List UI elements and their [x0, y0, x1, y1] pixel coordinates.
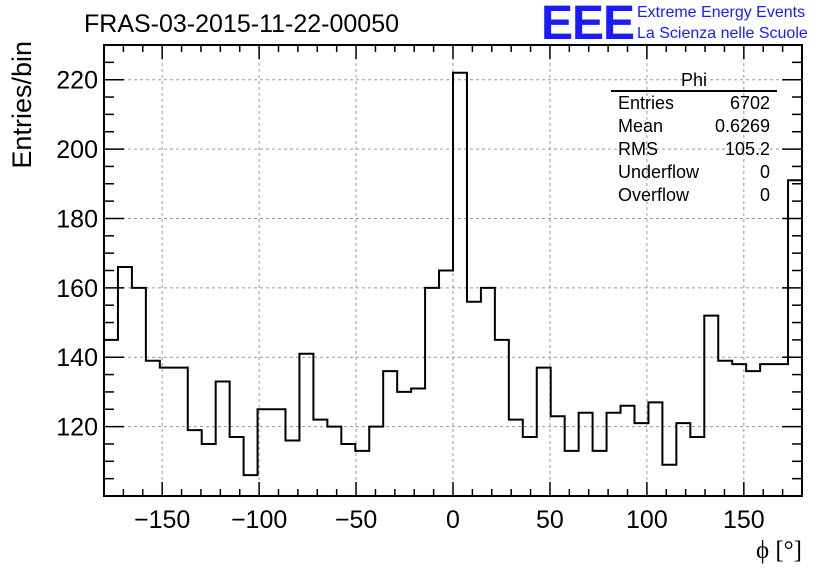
histogram-bin — [495, 340, 509, 496]
x-tick-label: −50 — [335, 506, 377, 534]
stats-row-underflow: Underflow 0 — [611, 161, 777, 184]
stats-label: Entries — [618, 93, 675, 113]
eee-logo-mark: EEE — [541, 0, 635, 50]
histogram-bin — [341, 444, 355, 496]
histogram-bin — [593, 451, 607, 496]
stats-value: 0 — [759, 162, 770, 182]
histogram-bin — [174, 368, 188, 496]
histogram-bin — [244, 475, 258, 496]
histogram-bin — [760, 364, 774, 496]
stats-row-overflow: Overflow 0 — [611, 184, 777, 207]
chart-title: FRAS-03-2015-11-22-00050 — [84, 10, 400, 38]
stats-value: 6702 — [729, 93, 770, 113]
stats-value: 105.2 — [724, 139, 770, 159]
y-tick-label: 120 — [56, 414, 98, 442]
histogram-bin — [523, 437, 537, 496]
y-tick-label: 140 — [56, 344, 98, 372]
histogram-bin — [216, 382, 230, 496]
histogram-bin — [453, 73, 467, 496]
histogram-bin — [313, 420, 327, 496]
histogram-bin — [481, 288, 495, 496]
histogram-bin — [788, 180, 802, 496]
histogram-series — [103, 71, 803, 496]
stats-label: Mean — [618, 116, 664, 136]
stats-row-entries: Entries 6702 — [611, 92, 777, 115]
x-tick-label: −100 — [231, 506, 287, 534]
histogram-bin — [537, 368, 551, 496]
histogram-bin — [579, 413, 593, 496]
histogram-bin — [327, 427, 341, 496]
histogram-bin — [732, 364, 746, 496]
y-tick-label: 160 — [56, 275, 98, 303]
x-axis-label: ϕ [°] — [756, 537, 802, 564]
x-tick-label: 100 — [626, 506, 668, 534]
y-tick-label: 220 — [56, 67, 98, 95]
histogram-bin — [104, 340, 118, 496]
histogram-bin — [551, 416, 565, 496]
histogram-bin — [146, 361, 160, 496]
stats-box: Phi Entries 6702 Mean 0.6269 RMS 105.2 U… — [611, 70, 777, 207]
y-tick-label: 180 — [56, 205, 98, 233]
histogram-bin — [648, 402, 662, 496]
histogram-bin — [411, 388, 425, 496]
histogram-bin — [397, 392, 411, 496]
histogram-bin — [607, 413, 621, 496]
histogram-bin — [285, 440, 299, 496]
histogram-bin — [369, 427, 383, 496]
histogram-bin — [467, 302, 481, 496]
histogram-bin — [425, 288, 439, 496]
histogram-bin — [746, 371, 760, 496]
x-tick-label: −150 — [134, 506, 190, 534]
x-tick-label: 150 — [723, 506, 765, 534]
histogram-bin — [662, 465, 676, 496]
histogram-bin — [621, 406, 635, 496]
stats-value: 0 — [759, 185, 770, 205]
histogram-bin — [132, 288, 146, 496]
histogram-bin — [299, 354, 313, 496]
histogram-bin — [509, 420, 523, 496]
histogram-bin — [383, 371, 397, 496]
histogram-bin — [718, 361, 732, 496]
histogram-bin — [690, 437, 704, 496]
histogram-bin — [704, 316, 718, 496]
histogram-bin — [118, 267, 132, 496]
histogram-bin — [272, 409, 286, 496]
stats-row-rms: RMS 105.2 — [611, 138, 777, 161]
x-tick-label: 0 — [446, 506, 460, 534]
histogram-bin — [439, 271, 453, 497]
stats-value: 0.6269 — [714, 116, 770, 136]
histogram-bin — [188, 430, 202, 496]
logo-line-1: Extreme Energy Events — [637, 4, 806, 21]
histogram-bin — [230, 437, 244, 496]
histogram-bin — [202, 444, 216, 496]
histogram-bin — [774, 364, 788, 496]
stats-label: RMS — [618, 139, 658, 159]
histogram-bin — [355, 451, 369, 496]
stats-row-mean: Mean 0.6269 — [611, 115, 777, 138]
stats-box-title: Phi — [611, 70, 777, 92]
histogram-bin — [565, 451, 579, 496]
stats-label: Underflow — [618, 162, 700, 182]
histogram-bin — [160, 368, 174, 496]
histogram-bin — [676, 423, 690, 496]
y-tick-label: 200 — [56, 136, 98, 164]
stats-label: Overflow — [618, 185, 690, 205]
x-tick-label: 50 — [536, 506, 564, 534]
y-axis-label: Entries/bin — [7, 41, 37, 169]
logo-line-2: La Scienza nelle Scuole — [637, 25, 808, 42]
